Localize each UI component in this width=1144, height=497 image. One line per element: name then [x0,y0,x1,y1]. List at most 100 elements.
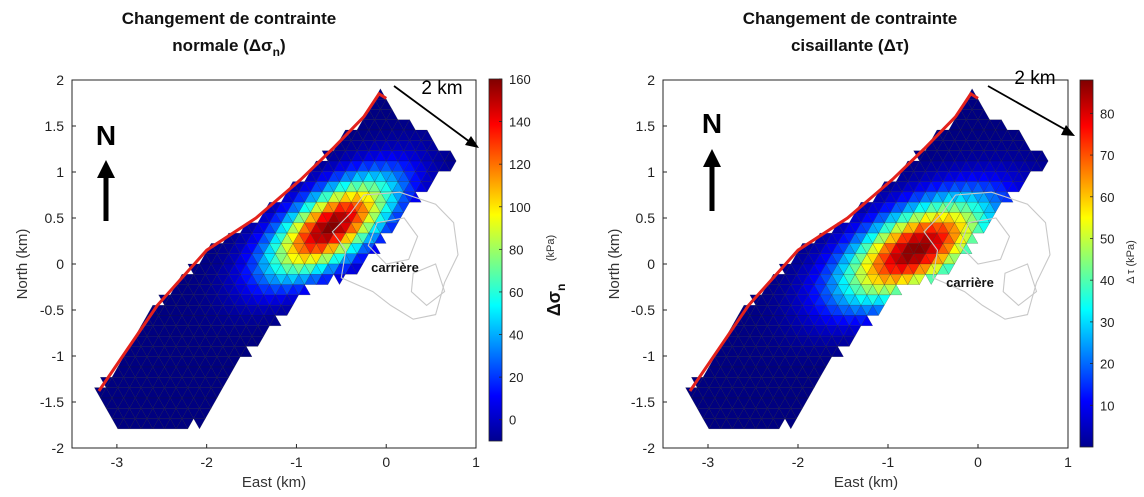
mesh-element [802,263,815,275]
mesh-element [362,160,375,172]
mesh-element [872,202,885,213]
mesh-element [802,387,815,399]
mesh-element [784,294,797,306]
mesh-element [895,202,909,213]
mesh-element [204,274,218,285]
mesh-element [878,253,891,265]
mesh-element [977,119,991,131]
mesh-element [415,171,428,182]
mesh-element [691,397,704,409]
mesh-element [111,377,124,388]
mesh-element [321,191,334,203]
mesh-element [807,335,821,347]
mesh-element [333,274,346,285]
mesh-element [930,160,944,172]
mesh-element [872,263,885,275]
mesh-element [170,294,183,306]
mesh-element [936,232,950,244]
mesh-element [362,140,375,152]
mesh-element [187,366,200,378]
mesh-element [374,119,387,131]
mesh-element [175,325,189,337]
colorbar: 10 20 30 40 50 60 70 80 Δ τ (kPa) [1079,79,1137,448]
mesh-element [170,418,183,430]
mesh-element [854,212,868,224]
x-tick-label: 1 [1064,454,1072,470]
mesh-element [732,325,745,337]
mesh-element [843,315,856,327]
mesh-element [274,274,288,285]
mesh-element [251,315,265,327]
mesh-element [948,253,961,265]
mesh-element [380,109,393,121]
mesh-element [971,191,985,203]
mesh-element [942,140,955,152]
mesh-element [866,232,879,244]
mesh-element [960,109,973,121]
quarry-contour [1002,263,1038,307]
mesh-element [919,243,932,255]
mesh-element [1030,150,1043,162]
mesh-element [199,305,212,316]
mesh-element [726,356,739,368]
mesh-element [720,387,733,399]
y-tick-label: 1 [56,164,64,180]
colorbar-tick-label: 80 [509,242,523,257]
mesh-element [117,408,130,419]
y-tick-label: -1.5 [40,394,64,410]
mesh-element [913,232,926,244]
mesh-element [339,222,352,234]
mesh-element [890,274,903,285]
colorbar: 0 20 40 60 80 100 120 140 160 Δσn (kPa) [488,72,568,442]
mesh-element [374,140,387,152]
mesh-element [199,408,212,419]
mesh-element [117,387,130,399]
mesh-element [971,171,985,182]
mesh-element [907,222,920,234]
mesh-element [825,325,838,337]
mesh-element [960,212,973,224]
mesh-element [749,335,762,347]
mesh-element [263,294,276,306]
mesh-element [368,129,381,141]
mesh-element [117,366,130,378]
mesh-element [175,408,189,419]
mesh-element [374,202,387,213]
mesh-element [849,305,862,316]
mesh-element [146,397,159,409]
mesh-element [860,243,873,255]
mesh-element [327,263,340,275]
mesh-element [790,366,803,378]
mesh-element [1001,160,1014,172]
mesh-element [345,150,358,162]
mesh-element [825,346,838,358]
mesh-element [767,284,780,296]
mesh-element [726,335,739,347]
mesh-element [749,418,762,430]
mesh-element [152,346,165,358]
mesh-element [884,222,897,234]
mesh-element [397,202,410,213]
mesh-element [930,140,944,152]
mesh-element [152,387,165,399]
mesh-element [210,305,224,316]
mesh-element [105,387,119,399]
mesh-element [854,232,868,244]
fault-trace [688,91,979,392]
mesh-element [310,274,323,285]
mesh-element [860,222,873,234]
mesh-element [263,212,276,224]
mesh-element [790,305,803,316]
mesh-element [123,418,136,430]
axis-ticks: -3 -2 -1 0 1 -2 -1.5 -1 -0.5 0 0.5 1 1.5 2 [631,72,1072,470]
mesh-element [837,243,850,255]
mesh-element [1036,160,1049,172]
mesh-element [380,150,393,162]
panel-shear-stress: Changement de contrainte cisaillante (Δτ… [606,9,1137,491]
mesh-element [802,305,815,316]
mesh-element [228,274,241,285]
mesh-element [977,160,991,172]
scale-bar-label: 2 km [421,78,462,99]
mesh-element [187,387,200,399]
mesh-element [796,253,809,265]
